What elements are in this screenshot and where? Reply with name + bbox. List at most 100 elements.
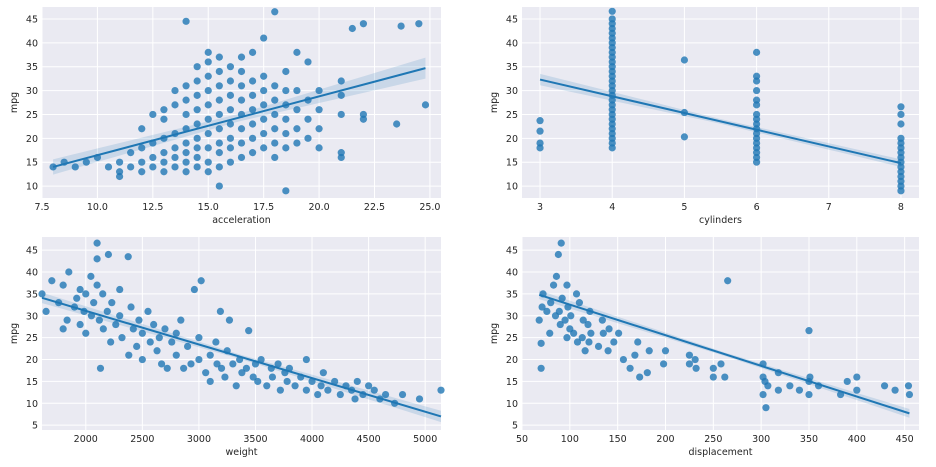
scatter-point xyxy=(415,395,424,403)
regression-line xyxy=(41,296,442,418)
scatter-point xyxy=(146,338,154,346)
scatter-point xyxy=(608,15,616,23)
scatter-point xyxy=(138,125,146,133)
y-tick-label: 35 xyxy=(506,289,518,300)
scatter-point xyxy=(93,281,101,289)
x-tick-label: 5 xyxy=(681,202,687,213)
scatter-point xyxy=(149,110,157,119)
scatter-point xyxy=(248,91,257,99)
x-tick-label: 150 xyxy=(609,434,627,445)
scatter-point xyxy=(237,125,246,133)
y-tick-label: 45 xyxy=(506,246,518,257)
scatter-point xyxy=(572,290,581,298)
scatter-point xyxy=(215,182,223,190)
scatter-point xyxy=(215,82,223,90)
scatter-point xyxy=(95,316,103,324)
y-tick-label: 5 xyxy=(512,421,518,432)
scatter-point xyxy=(90,299,98,307)
scatter-point xyxy=(73,294,81,302)
scatter-point xyxy=(193,144,201,152)
y-tick-label: 10 xyxy=(506,182,518,193)
y-tick-label: 40 xyxy=(506,38,518,49)
scatter-point xyxy=(263,382,271,390)
scatter-point xyxy=(118,334,126,342)
scatter-point xyxy=(116,285,124,294)
x-tick-label: 4500 xyxy=(357,434,381,445)
scatter-point xyxy=(573,338,582,346)
scatter-point xyxy=(138,329,146,337)
scatter-point xyxy=(587,329,595,337)
scatter-point xyxy=(226,144,235,152)
scatter-point xyxy=(125,351,133,359)
x-tick-label: 7 xyxy=(826,202,832,213)
scatter-point xyxy=(692,364,700,372)
x-tick-label: 12.5 xyxy=(142,202,163,213)
scatter-point xyxy=(96,364,105,372)
scatter-point xyxy=(752,48,761,56)
scatter-point xyxy=(171,144,179,152)
scatter-point xyxy=(204,168,212,176)
y-tick-label: 10 xyxy=(26,399,38,410)
x-axis-label: acceleration xyxy=(212,215,271,226)
scatter-point xyxy=(643,369,651,377)
x-tick-label: 7.5 xyxy=(34,202,49,213)
scatter-point xyxy=(537,364,545,372)
scatter-point xyxy=(897,134,905,142)
scatter-point xyxy=(183,342,192,351)
scatter-point xyxy=(127,303,135,311)
scatter-point xyxy=(226,120,235,128)
scatter-point xyxy=(415,20,423,28)
scatter-point xyxy=(351,395,359,403)
scatter-point xyxy=(260,101,268,109)
scatter-point xyxy=(215,125,223,133)
scatter-point xyxy=(271,153,279,162)
scatter-point xyxy=(87,272,95,280)
scatter-point xyxy=(536,127,544,135)
scatter-point xyxy=(193,120,201,128)
x-axis-label: displacement xyxy=(688,447,752,458)
scatter-point xyxy=(282,86,290,95)
scatter-point xyxy=(150,320,158,329)
scatter-point xyxy=(193,163,201,171)
scatter-point xyxy=(182,110,190,119)
scatter-point xyxy=(774,386,782,394)
scatter-point xyxy=(171,101,179,109)
y-tick-label: 15 xyxy=(506,158,518,169)
scatter-point xyxy=(302,386,310,394)
scatter-point xyxy=(103,307,111,315)
scatter-point xyxy=(421,101,430,109)
scatter-point xyxy=(226,134,235,142)
scatter-point xyxy=(599,329,607,337)
x-tick-label: 22.5 xyxy=(364,202,385,213)
scatter-point xyxy=(554,250,562,259)
scatter-point xyxy=(254,377,262,386)
scatter-point xyxy=(226,91,235,99)
scatter-point xyxy=(71,163,79,171)
scatter-point xyxy=(226,158,235,166)
x-tick-label: 400 xyxy=(848,434,866,445)
scatter-point xyxy=(282,115,290,123)
scatter-point xyxy=(226,77,235,85)
x-tick-label: 8 xyxy=(898,202,904,213)
scatter-point xyxy=(585,338,593,346)
scatter-point xyxy=(685,351,694,359)
scatter-point xyxy=(195,334,203,342)
scatter-point xyxy=(180,364,188,372)
scatter-point xyxy=(63,316,71,324)
y-tick-label: 35 xyxy=(26,289,38,300)
y-tick-label: 10 xyxy=(506,399,518,410)
scatter-point xyxy=(248,106,257,114)
scatter-point xyxy=(127,149,135,157)
x-tick-label: 250 xyxy=(704,434,722,445)
scatter-point xyxy=(257,355,265,364)
scatter-point xyxy=(226,63,235,71)
scatter-point xyxy=(271,96,279,104)
subplot-displacement: 50 100 150 200 250 300 350 400 450 5 10 15 20 25 30 35 4… xyxy=(489,237,919,458)
scatter-point xyxy=(581,347,589,355)
scatter-point xyxy=(691,355,699,364)
scatter-point xyxy=(215,139,223,147)
scatter-point xyxy=(348,24,356,33)
scatter-point xyxy=(558,294,566,302)
scatter-point xyxy=(336,390,344,399)
